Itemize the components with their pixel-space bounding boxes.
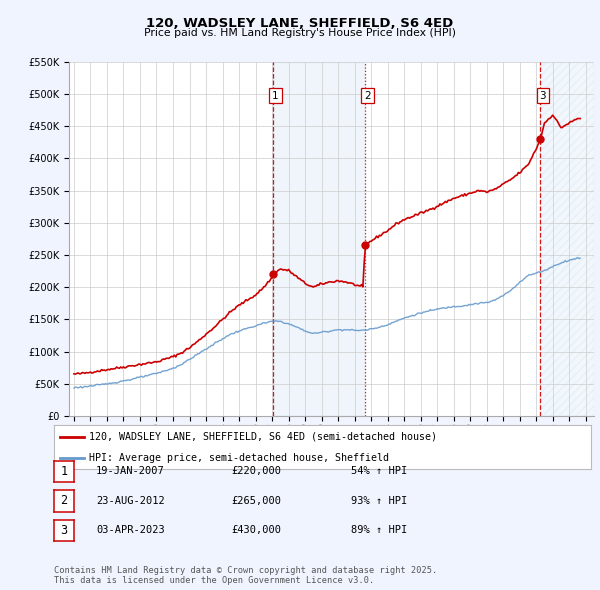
Text: £220,000: £220,000 xyxy=(231,467,281,476)
Text: Price paid vs. HM Land Registry's House Price Index (HPI): Price paid vs. HM Land Registry's House … xyxy=(144,28,456,38)
Text: 120, WADSLEY LANE, SHEFFIELD, S6 4ED: 120, WADSLEY LANE, SHEFFIELD, S6 4ED xyxy=(146,17,454,30)
Text: 93% ↑ HPI: 93% ↑ HPI xyxy=(351,496,407,506)
Text: 1: 1 xyxy=(61,465,67,478)
Text: £265,000: £265,000 xyxy=(231,496,281,506)
Bar xyxy=(273,62,365,416)
Text: 89% ↑ HPI: 89% ↑ HPI xyxy=(351,526,407,535)
Text: 23-AUG-2012: 23-AUG-2012 xyxy=(96,496,165,506)
Text: Contains HM Land Registry data © Crown copyright and database right 2025.
This d: Contains HM Land Registry data © Crown c… xyxy=(54,566,437,585)
Text: 2: 2 xyxy=(61,494,67,507)
Text: 54% ↑ HPI: 54% ↑ HPI xyxy=(351,467,407,476)
Text: 3: 3 xyxy=(61,524,67,537)
Bar xyxy=(541,62,594,416)
Text: 120, WADSLEY LANE, SHEFFIELD, S6 4ED (semi-detached house): 120, WADSLEY LANE, SHEFFIELD, S6 4ED (se… xyxy=(89,432,437,442)
Text: 1: 1 xyxy=(272,91,278,100)
Text: 2: 2 xyxy=(364,91,371,100)
Text: HPI: Average price, semi-detached house, Sheffield: HPI: Average price, semi-detached house,… xyxy=(89,453,389,463)
Text: 3: 3 xyxy=(539,91,546,100)
Text: 19-JAN-2007: 19-JAN-2007 xyxy=(96,467,165,476)
Text: £430,000: £430,000 xyxy=(231,526,281,535)
Text: 03-APR-2023: 03-APR-2023 xyxy=(96,526,165,535)
